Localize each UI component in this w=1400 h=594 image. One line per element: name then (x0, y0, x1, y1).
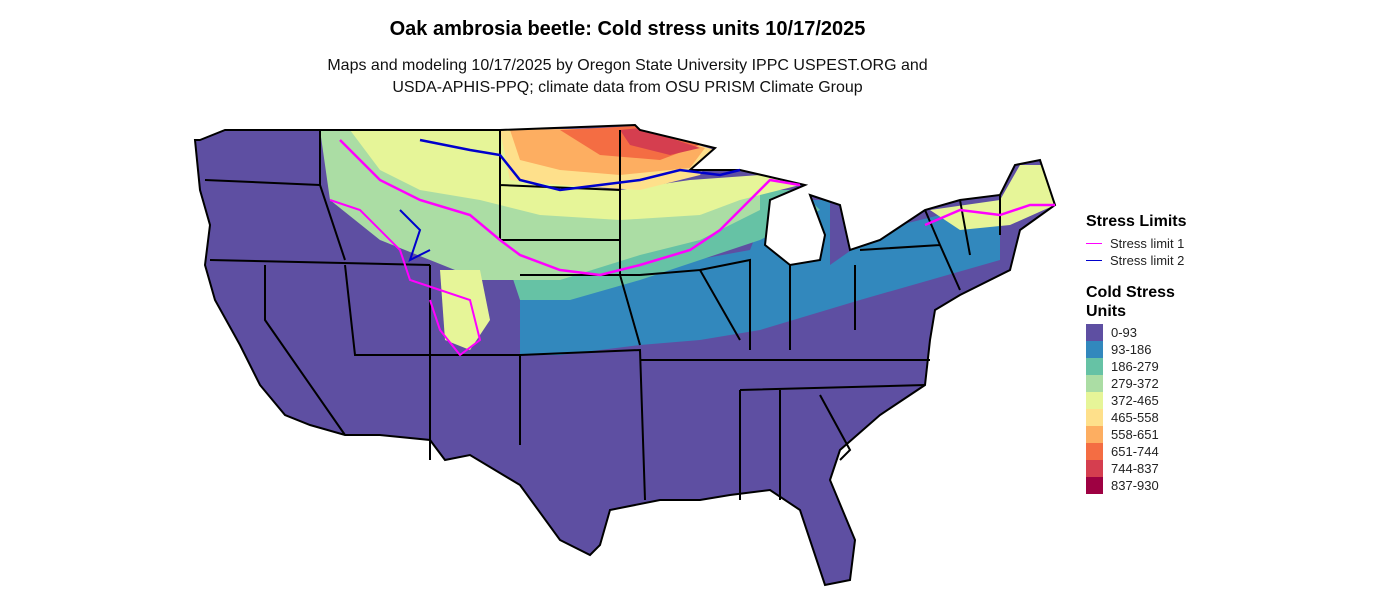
legend-bin: 744-837 (1086, 460, 1186, 477)
state-borders (204, 130, 1001, 501)
legend-bin: 651-744 (1086, 443, 1186, 460)
subtitle-line-1: Maps and modeling 10/17/2025 by Oregon S… (327, 57, 928, 74)
legend-bin-label: 558-651 (1111, 427, 1159, 442)
legend-bin: 0-93 (1086, 324, 1186, 341)
map-title: Oak ambrosia beetle: Cold stress units 1… (389, 18, 866, 40)
legend-bin: 837-930 (1086, 477, 1186, 494)
stress-limit-2-mountains (399, 209, 431, 262)
cold-stress-legend-title: Cold Stress Units (1086, 283, 1186, 321)
legend-title-line-2: Units (1086, 303, 1126, 320)
legend-bin: 372-465 (1086, 392, 1186, 409)
legend-bin-label: 93-186 (1111, 342, 1152, 357)
magenta-line-icon (1086, 243, 1102, 244)
zone-372-465-ne (930, 165, 1055, 230)
color-swatch (1086, 341, 1103, 358)
color-swatch (1086, 409, 1103, 426)
legend-stress-limit-2: Stress limit 2 (1086, 252, 1186, 269)
stress-limit-1-northeast (924, 203, 1055, 227)
legend-label: Stress limit 1 (1110, 236, 1185, 251)
legend-bin-label: 744-837 (1111, 461, 1159, 476)
legend-bin-label: 186-279 (1111, 359, 1159, 374)
legend: Stress Limits Stress limit 1 Stress limi… (1086, 212, 1186, 494)
color-swatch (1086, 460, 1103, 477)
stress-limit-2-contour (419, 138, 741, 192)
color-swatch (1086, 443, 1103, 460)
color-swatch (1086, 358, 1103, 375)
color-swatch (1086, 392, 1103, 409)
color-swatch (1086, 324, 1103, 341)
stress-limits-legend-title: Stress Limits (1086, 213, 1187, 230)
legend-label: Stress limit 2 (1110, 253, 1185, 268)
blue-line-icon (1086, 260, 1102, 261)
subtitle-line-2: USDA-APHIS-PPQ; climate data from OSU PR… (392, 79, 863, 96)
stress-limit-1-contour (339, 139, 801, 277)
legend-bin-label: 279-372 (1111, 376, 1159, 391)
legend-stress-limit-1: Stress limit 1 (1086, 235, 1186, 252)
map-subtitle: Maps and modeling 10/17/2025 by Oregon S… (0, 55, 1255, 99)
legend-bin-label: 0-93 (1111, 325, 1138, 340)
stress-limit-1-mountains (329, 199, 482, 357)
legend-bin: 186-279 (1086, 358, 1186, 375)
legend-bin: 465-558 (1086, 409, 1186, 426)
zone-372-465 (350, 130, 800, 220)
cold-stress-bins: 0-93 93-186 186-279 279-372 372-465 465-558 55… (1086, 324, 1186, 494)
zone-744-837 (620, 128, 700, 155)
legend-bin-label: 372-465 (1111, 393, 1159, 408)
legend-bin-label: 465-558 (1111, 410, 1159, 425)
legend-bin: 558-651 (1086, 426, 1186, 443)
color-swatch (1086, 477, 1103, 494)
legend-bin-label: 837-930 (1111, 478, 1159, 493)
legend-bin-label: 651-744 (1111, 444, 1159, 459)
legend-bin: 93-186 (1086, 341, 1186, 358)
color-swatch (1086, 426, 1103, 443)
stress-fill (195, 125, 1055, 585)
legend-bin: 279-372 (1086, 375, 1186, 392)
legend-title-line-1: Cold Stress (1086, 284, 1175, 301)
color-swatch (1086, 375, 1103, 392)
